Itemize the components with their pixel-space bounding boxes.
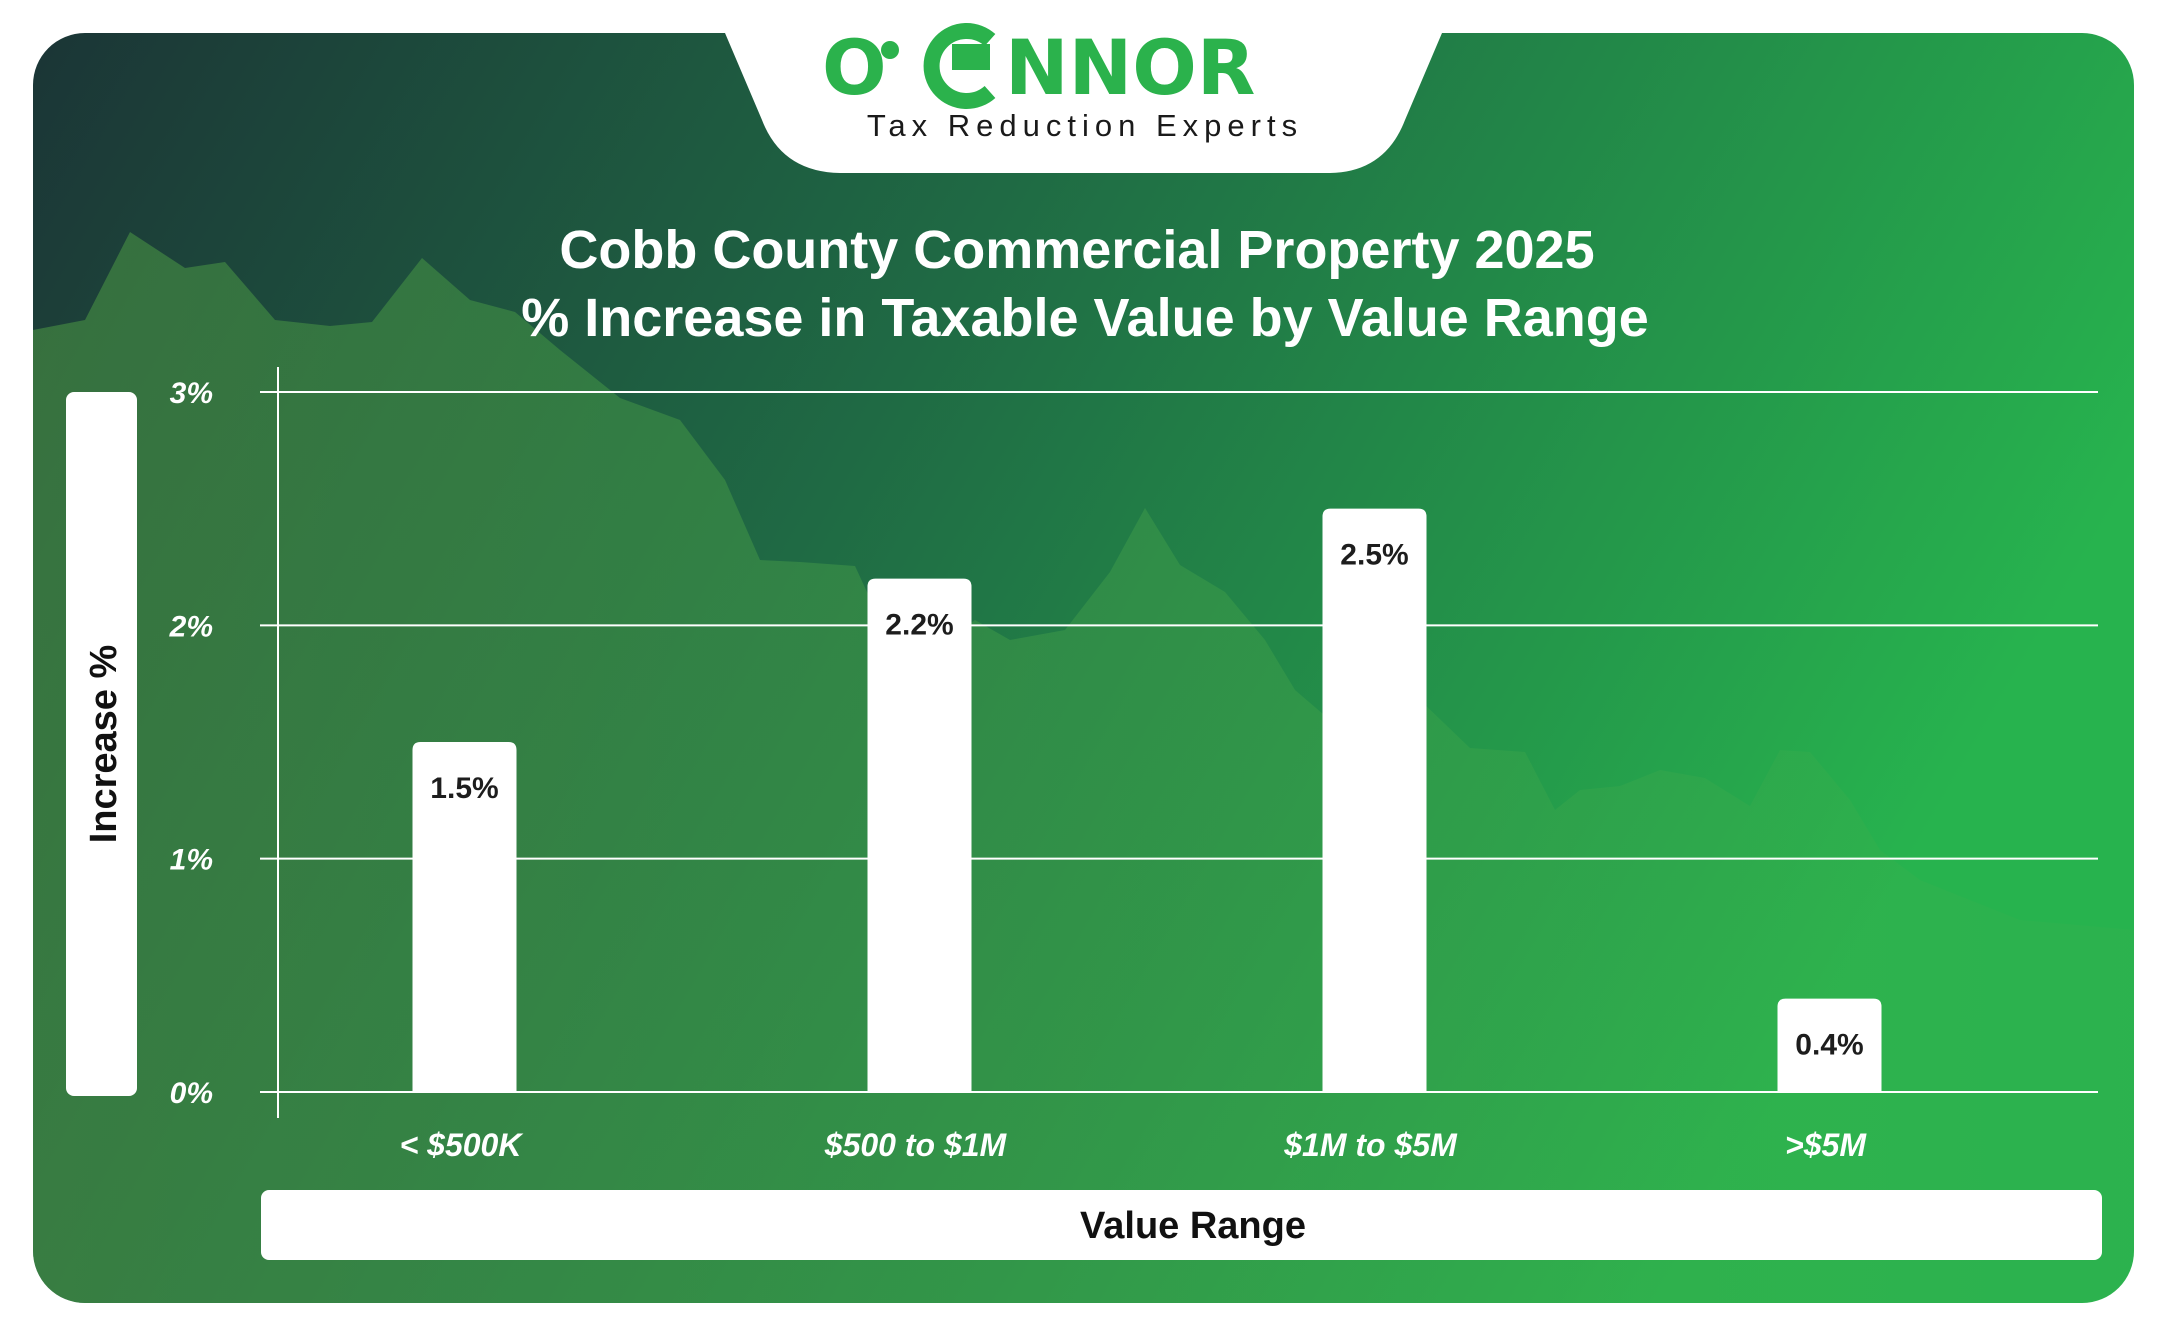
value-labels: 1.5% 2.2% 2.5% 0.4% [430,539,1863,1062]
category-labels: < $500K $500 to $1M $1M to $5M >$5M [400,1127,1868,1163]
category-label: $1M to $5M [1283,1127,1458,1163]
decorative-mountain-shape [33,232,2134,1303]
brand-tagline: Tax Reduction Experts [867,108,1303,143]
x-axis-label-box [261,1190,2102,1260]
category-label: < $500K [400,1127,525,1163]
value-label: 2.5% [1340,539,1408,572]
y-tick-labels: 0% 1% 2% 3% [169,377,213,1110]
y-axis-label: Increase % [83,645,125,844]
category-label: $500 to $1M [824,1127,1008,1163]
logo-apostrophe-icon [881,41,899,59]
y-tick-label: 2% [169,610,213,643]
value-label: 2.2% [885,609,953,642]
logo-building-icon [952,44,990,70]
brand-name-left: O [822,23,887,112]
logo-tab [725,33,1442,173]
x-axis-label: Value Range [1080,1205,1306,1247]
brand-logo: O NNOR Tax Reduction Experts [822,23,1303,143]
y-tick-label: 1% [170,844,213,877]
logo-building-c-icon [923,23,996,109]
bars [412,508,1882,1093]
value-label: 1.5% [430,772,498,805]
bar [412,742,517,1092]
y-tick-label: 0% [170,1077,213,1110]
chart-subtitle: % Increase in Taxable Value by Value Ran… [521,288,1649,348]
y-axis-label-box [66,392,137,1096]
y-tick-label: 3% [170,377,213,410]
value-label: 0.4% [1795,1029,1863,1062]
chart-title: Cobb County Commercial Property 2025 [559,220,1594,280]
bar [1322,508,1427,1093]
bar [1777,998,1882,1092]
bar [867,578,972,1092]
category-label: >$5M [1785,1127,1867,1163]
brand-name-right: NNOR [1005,23,1255,112]
